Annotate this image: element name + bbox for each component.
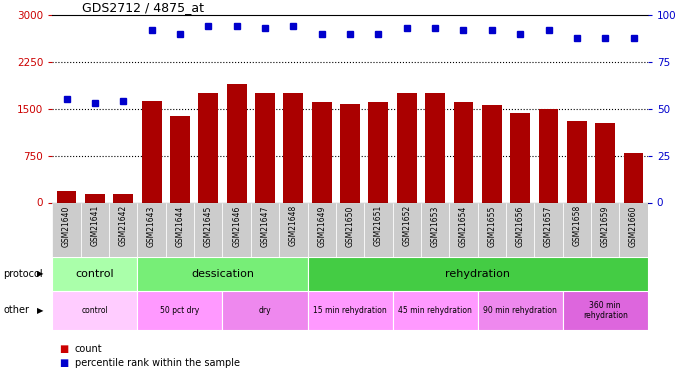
- Text: GSM21658: GSM21658: [572, 205, 581, 246]
- Text: dessication: dessication: [191, 269, 254, 279]
- Text: GSM21642: GSM21642: [119, 205, 128, 246]
- Text: GSM21648: GSM21648: [289, 205, 298, 246]
- Bar: [506, 202, 535, 257]
- Text: ▶: ▶: [36, 306, 43, 315]
- Bar: [539, 109, 558, 202]
- Bar: [198, 93, 218, 202]
- Bar: [369, 102, 388, 202]
- Text: GSM21659: GSM21659: [601, 205, 610, 247]
- Bar: [482, 105, 502, 202]
- Text: GSM21649: GSM21649: [317, 205, 326, 247]
- Text: GSM21652: GSM21652: [402, 205, 411, 246]
- Text: GSM21646: GSM21646: [232, 205, 241, 247]
- Bar: [113, 194, 133, 202]
- Bar: [109, 202, 138, 257]
- Text: GSM21660: GSM21660: [629, 205, 638, 247]
- Bar: [85, 194, 105, 202]
- Text: GSM21657: GSM21657: [544, 205, 553, 247]
- Bar: [397, 93, 417, 202]
- Text: 50 pct dry: 50 pct dry: [161, 306, 200, 315]
- Bar: [52, 257, 138, 291]
- Bar: [535, 202, 563, 257]
- Bar: [510, 112, 530, 202]
- Text: rehydration: rehydration: [445, 269, 510, 279]
- Bar: [308, 257, 648, 291]
- Bar: [52, 202, 81, 257]
- Bar: [563, 202, 591, 257]
- Bar: [255, 93, 275, 202]
- Text: 45 min rehydration: 45 min rehydration: [398, 306, 472, 315]
- Bar: [591, 202, 619, 257]
- Text: ▶: ▶: [36, 269, 43, 278]
- Text: GSM21640: GSM21640: [62, 205, 71, 247]
- Text: GSM21656: GSM21656: [516, 205, 525, 247]
- Text: GSM21650: GSM21650: [346, 205, 355, 247]
- Text: GSM21654: GSM21654: [459, 205, 468, 247]
- Text: GSM21645: GSM21645: [204, 205, 213, 247]
- Bar: [312, 102, 332, 202]
- Bar: [308, 291, 392, 330]
- Text: GDS2712 / 4875_at: GDS2712 / 4875_at: [82, 1, 204, 14]
- Bar: [477, 291, 563, 330]
- Bar: [623, 153, 644, 203]
- Text: dry: dry: [259, 306, 272, 315]
- Text: GSM21644: GSM21644: [175, 205, 184, 247]
- Text: GSM21653: GSM21653: [431, 205, 440, 247]
- Text: control: control: [75, 269, 114, 279]
- Text: GSM21651: GSM21651: [374, 205, 383, 246]
- Bar: [223, 291, 308, 330]
- Bar: [138, 257, 308, 291]
- Bar: [477, 202, 506, 257]
- Bar: [227, 84, 246, 203]
- Bar: [170, 116, 190, 202]
- Bar: [57, 191, 77, 202]
- Bar: [81, 202, 109, 257]
- Text: control: control: [82, 306, 108, 315]
- Bar: [308, 202, 336, 257]
- Bar: [52, 291, 138, 330]
- Text: protocol: protocol: [3, 269, 43, 279]
- Bar: [138, 202, 165, 257]
- Bar: [392, 291, 477, 330]
- Text: GSM21641: GSM21641: [90, 205, 99, 246]
- Text: 360 min
rehydration: 360 min rehydration: [583, 301, 628, 320]
- Text: count: count: [75, 344, 103, 354]
- Text: ■: ■: [59, 344, 68, 354]
- Bar: [340, 104, 360, 202]
- Bar: [138, 291, 223, 330]
- Bar: [392, 202, 421, 257]
- Bar: [421, 202, 450, 257]
- Text: 90 min rehydration: 90 min rehydration: [483, 306, 557, 315]
- Text: 15 min rehydration: 15 min rehydration: [313, 306, 387, 315]
- Bar: [563, 291, 648, 330]
- Text: ■: ■: [59, 358, 68, 368]
- Text: other: other: [3, 305, 29, 315]
- Bar: [364, 202, 392, 257]
- Bar: [279, 202, 308, 257]
- Text: GSM21647: GSM21647: [260, 205, 269, 247]
- Bar: [165, 202, 194, 257]
- Bar: [336, 202, 364, 257]
- Bar: [142, 101, 161, 202]
- Text: GSM21643: GSM21643: [147, 205, 156, 247]
- Bar: [595, 123, 615, 202]
- Bar: [223, 202, 251, 257]
- Text: GSM21655: GSM21655: [487, 205, 496, 247]
- Bar: [619, 202, 648, 257]
- Bar: [251, 202, 279, 257]
- Bar: [425, 93, 445, 202]
- Bar: [194, 202, 223, 257]
- Text: percentile rank within the sample: percentile rank within the sample: [75, 358, 239, 368]
- Bar: [567, 121, 587, 202]
- Bar: [454, 102, 473, 202]
- Bar: [283, 93, 303, 202]
- Bar: [450, 202, 477, 257]
